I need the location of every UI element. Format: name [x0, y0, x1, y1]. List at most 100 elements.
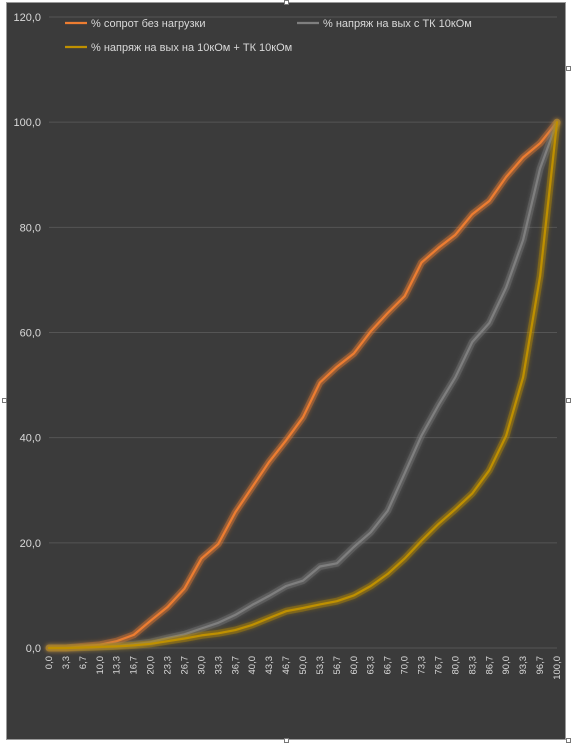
data-point: [268, 595, 270, 597]
data-point: [539, 167, 541, 169]
data-point: [251, 486, 253, 488]
data-point: [183, 587, 185, 589]
data-point: [166, 606, 168, 608]
x-tick-label: 50,0: [298, 656, 309, 675]
x-tick-label: 0,0: [44, 656, 55, 669]
series-line-glow: [45, 118, 561, 652]
x-tick-label: 96,7: [535, 656, 546, 675]
data-point: [386, 573, 388, 575]
series-line: [47, 121, 559, 650]
data-point: [403, 295, 405, 297]
data-point: [488, 200, 490, 202]
data-point: [488, 322, 490, 324]
resize-handle-right[interactable]: [566, 398, 571, 403]
data-point: [505, 286, 507, 288]
data-point: [454, 508, 456, 510]
data-point: [251, 604, 253, 606]
y-tick-label: 0,0: [26, 643, 41, 655]
data-point: [370, 531, 372, 533]
data-point: [522, 376, 524, 378]
x-tick-label: 80,0: [450, 656, 461, 675]
x-tick-label: 73,3: [417, 656, 428, 675]
y-tick-label: 120,0: [13, 12, 41, 24]
data-point: [132, 644, 134, 646]
x-tick-label: 3,3: [61, 656, 72, 669]
data-point: [302, 607, 304, 609]
x-tick-label: 36,7: [230, 656, 241, 675]
resize-handle-top[interactable]: [284, 0, 289, 5]
x-tick-label: 53,3: [315, 656, 326, 675]
data-point: [116, 645, 118, 647]
data-point: [454, 233, 456, 235]
x-tick-label: 13,3: [112, 656, 123, 675]
x-tick-label: 10,0: [95, 656, 106, 675]
x-tick-label: 90,0: [501, 656, 512, 675]
data-point: [251, 624, 253, 626]
data-point: [285, 585, 287, 587]
data-point: [234, 629, 236, 631]
data-point: [420, 261, 422, 263]
data-point: [454, 376, 456, 378]
data-point: [319, 603, 321, 605]
data-point: [302, 579, 304, 581]
data-point: [386, 510, 388, 512]
series-line-glow: [45, 118, 561, 652]
data-point: [522, 239, 524, 241]
data-point: [116, 640, 118, 642]
legend-label: % напряж на вых с ТК 10кОм: [323, 18, 472, 30]
data-point: [539, 275, 541, 277]
data-point: [285, 610, 287, 612]
x-tick-label: 26,7: [179, 656, 190, 675]
line-chart: 0,0 20,0 40,0 60,0 80,0 100,0 120,0 0,0 3,3 6,7 10…: [13, 12, 563, 680]
data-point: [183, 637, 185, 639]
data-point: [234, 614, 236, 616]
data-point: [471, 213, 473, 215]
x-tick-label: 23,3: [163, 656, 174, 675]
x-tick-label: 30,0: [196, 656, 207, 675]
data-point: [149, 619, 151, 621]
chart-area[interactable]: 0,0 20,0 40,0 60,0 80,0 100,0 120,0 0,0 3,3 6,7 10…: [6, 2, 566, 740]
data-point: [48, 647, 50, 649]
data-point: [268, 461, 270, 463]
data-point: [437, 404, 439, 406]
data-point: [217, 543, 219, 545]
x-tick-label: 16,7: [129, 656, 140, 675]
resize-handle-left[interactable]: [2, 398, 7, 403]
data-point: [370, 330, 372, 332]
x-tick-label: 66,7: [383, 656, 394, 675]
resize-handle-bottom[interactable]: [284, 738, 289, 743]
x-tick-label: 70,0: [400, 656, 411, 675]
data-point: [505, 434, 507, 436]
data-point: [370, 585, 372, 587]
data-point: [336, 365, 338, 367]
data-point: [505, 176, 507, 178]
y-tick-label: 20,0: [20, 538, 41, 550]
data-point: [319, 381, 321, 383]
data-point: [539, 142, 541, 144]
data-point: [420, 434, 422, 436]
resize-handle-bottom-right[interactable]: [566, 738, 571, 743]
data-point: [268, 617, 270, 619]
x-tick-label: 43,3: [264, 656, 275, 675]
data-point: [200, 634, 202, 636]
y-tick-label: 80,0: [20, 222, 41, 234]
y-tick-label: 100,0: [13, 117, 41, 129]
data-point: [522, 156, 524, 158]
data-point: [200, 557, 202, 559]
x-tick-label: 60,0: [349, 656, 360, 675]
series-line-glow: [45, 118, 561, 652]
resize-handle-top-right[interactable]: [566, 66, 571, 71]
data-point: [437, 523, 439, 525]
data-point: [234, 511, 236, 513]
data-point: [132, 634, 134, 636]
data-point: [336, 600, 338, 602]
x-tick-label: 6,7: [78, 656, 89, 669]
x-tick-label: 46,7: [281, 656, 292, 675]
data-point: [353, 352, 355, 354]
series-line: [47, 121, 559, 650]
data-point: [437, 247, 439, 249]
x-tick-label: 100,0: [552, 656, 563, 680]
x-tick-label: 83,3: [467, 656, 478, 675]
x-tick-label: 63,3: [366, 656, 377, 675]
data-point: [353, 594, 355, 596]
